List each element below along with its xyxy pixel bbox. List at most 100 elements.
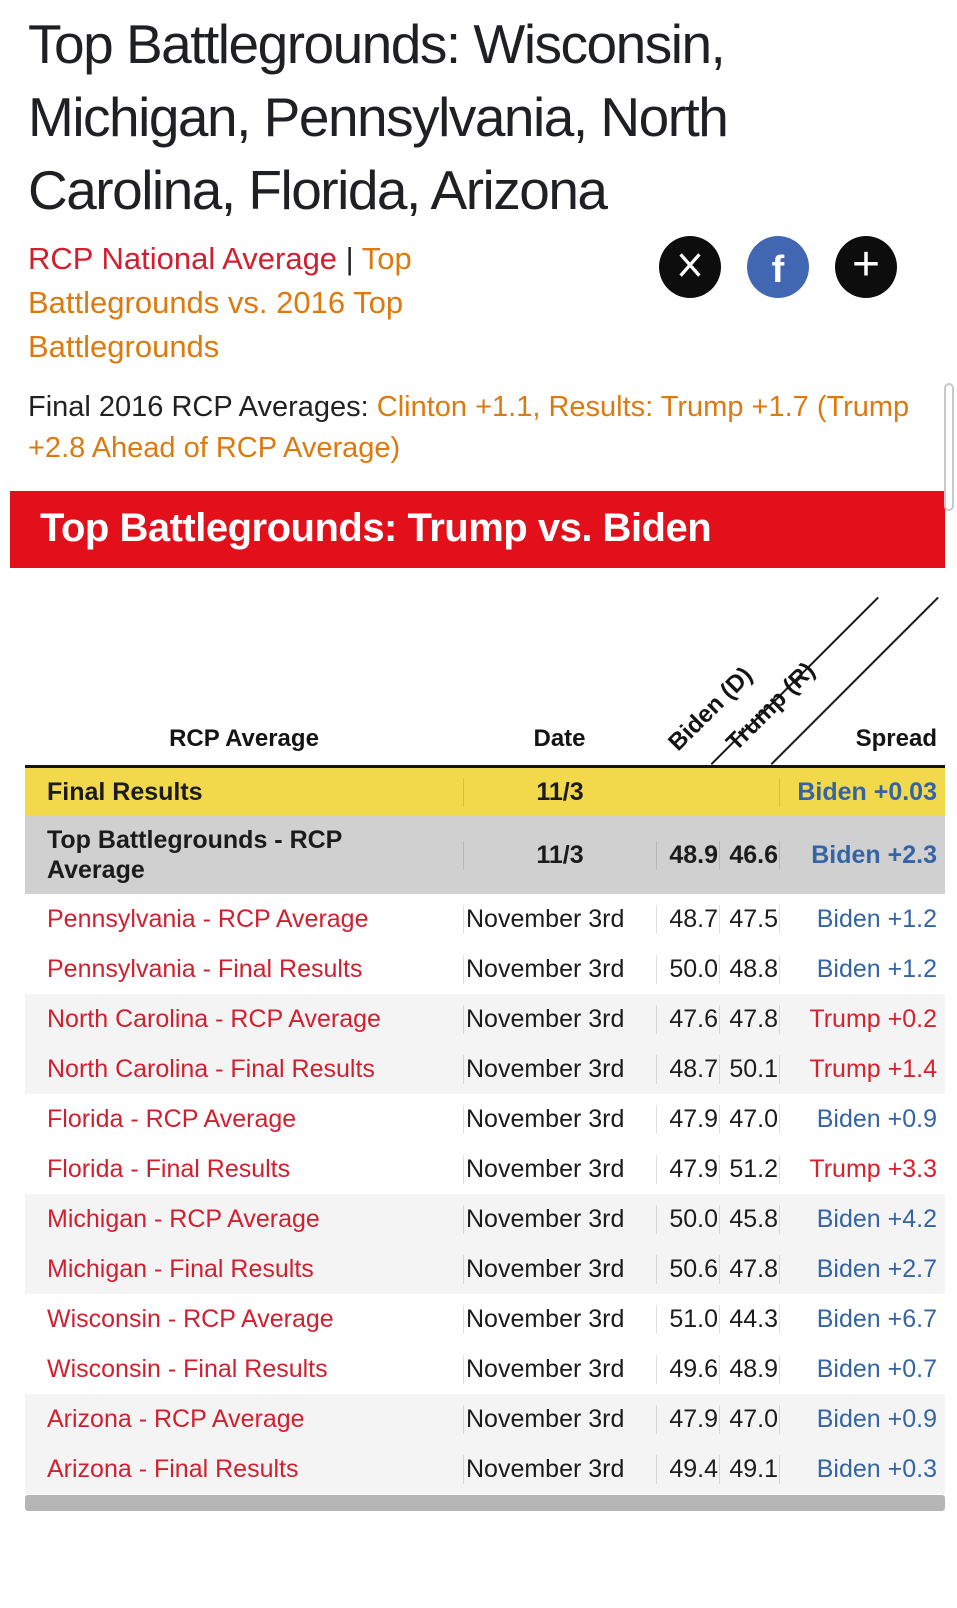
plus-icon: + [851, 238, 881, 291]
spread-value: Trump +1.4 [779, 1054, 945, 1084]
date-cell: November 3rd [463, 954, 656, 984]
trump-value: 49.1 [719, 1454, 779, 1484]
table-row: Pennsylvania - RCP Average November 3rd … [25, 894, 945, 944]
state-link[interactable]: Pennsylvania - RCP Average [47, 904, 369, 933]
biden-value: 48.7 [656, 904, 719, 934]
more-share-button[interactable]: + [835, 236, 897, 298]
x-share-button[interactable] [659, 236, 721, 298]
state-link[interactable]: North Carolina - RCP Average [47, 1004, 381, 1033]
trump-value: 45.8 [719, 1204, 779, 1234]
biden-value: 49.4 [656, 1454, 719, 1484]
column-header-rcp-average: RCP Average [169, 725, 319, 752]
state-link[interactable]: North Carolina - Final Results [47, 1054, 375, 1083]
battlegrounds-table: Biden (D) Trump (R) RCP Average Date Spr… [25, 568, 945, 1511]
spread-value: Biden +1.2 [779, 904, 945, 934]
date-cell: November 3rd [463, 1154, 656, 1184]
spread-value: Biden +0.3 [779, 1454, 945, 1484]
spread-value: Biden +6.7 [779, 1304, 945, 1334]
section-banner: Top Battlegrounds: Trump vs. Biden [10, 491, 945, 568]
table-row: Michigan - RCP Average November 3rd 50.0… [25, 1194, 945, 1244]
column-header-spread: Spread [855, 725, 937, 752]
trump-value: 50.1 [719, 1054, 779, 1084]
date-cell: 11/3 [463, 777, 656, 807]
table-row: North Carolina - RCP Average November 3r… [25, 994, 945, 1044]
date-cell: November 3rd [463, 1204, 656, 1234]
trump-value: 47.8 [719, 1004, 779, 1034]
table-row: Top Battlegrounds - RCP Average 11/3 48.… [25, 816, 945, 894]
biden-value: 47.6 [656, 1004, 719, 1034]
state-link[interactable]: Wisconsin - RCP Average [47, 1304, 334, 1333]
table-row: Arizona - RCP Average November 3rd 47.9 … [25, 1394, 945, 1444]
spread-value: Biden +0.9 [779, 1404, 945, 1434]
table-row: Michigan - Final Results November 3rd 50… [25, 1244, 945, 1294]
trump-value: 44.3 [719, 1304, 779, 1334]
date-cell: November 3rd [463, 1254, 656, 1284]
facebook-share-button[interactable]: f [747, 236, 809, 298]
state-link[interactable]: Arizona - Final Results [47, 1454, 299, 1483]
facebook-f-icon: f [771, 248, 785, 291]
summary-value: Clinton +1.1, Results: Trump +1.7 (Trump… [28, 391, 910, 464]
state-link[interactable]: Arizona - RCP Average [47, 1404, 305, 1433]
summary-row-label: Final Results [47, 777, 203, 806]
spread-value: Biden +2.7 [779, 1254, 945, 1284]
table-row: Arizona - Final Results November 3rd 49.… [25, 1444, 945, 1494]
trump-value: 46.6 [719, 840, 779, 870]
table-row: Florida - Final Results November 3rd 47.… [25, 1144, 945, 1194]
biden-value: 50.0 [656, 954, 719, 984]
biden-value: 51.0 [656, 1304, 719, 1334]
biden-value: 48.9 [656, 840, 719, 870]
date-cell: November 3rd [463, 1004, 656, 1034]
date-cell: November 3rd [463, 1304, 656, 1334]
link-separator: | [337, 241, 362, 276]
biden-value: 47.9 [656, 1404, 719, 1434]
spread-value: Biden +0.9 [779, 1104, 945, 1134]
biden-value: 50.6 [656, 1254, 719, 1284]
date-cell: November 3rd [463, 904, 656, 934]
trump-value: 47.5 [719, 904, 779, 934]
table-row: North Carolina - Final Results November … [25, 1044, 945, 1094]
biden-value: 50.0 [656, 1204, 719, 1234]
biden-value: 47.9 [656, 1154, 719, 1184]
page-title: Top Battlegrounds: Wisconsin, Michigan, … [28, 13, 729, 221]
breadcrumb-links: RCP National Average | Top Battlegrounds… [28, 237, 498, 369]
biden-value: 47.9 [656, 1104, 719, 1134]
state-link[interactable]: Michigan - RCP Average [47, 1204, 320, 1233]
summary-label: Final 2016 RCP Averages: [28, 391, 377, 423]
trump-value: 47.8 [719, 1254, 779, 1284]
state-link[interactable]: Michigan - Final Results [47, 1254, 314, 1283]
summary-row-label: Top Battlegrounds - RCP Average [47, 825, 342, 885]
link-top-battlegrounds-vs-2016[interactable]: Top Battlegrounds vs. 2016 Top Battlegro… [28, 241, 412, 364]
spread-value: Biden +0.7 [779, 1354, 945, 1384]
share-buttons: f + [659, 236, 897, 298]
spread-value: Trump +0.2 [779, 1004, 945, 1034]
table-rows: Final Results 11/3 Biden +0.03 Top Battl… [25, 765, 945, 1494]
table-header: Biden (D) Trump (R) RCP Average Date Spr… [25, 568, 945, 765]
spread-value: Trump +3.3 [779, 1154, 945, 1184]
trump-value: 48.9 [719, 1354, 779, 1384]
state-link[interactable]: Pennsylvania - Final Results [47, 954, 363, 983]
trump-value: 47.0 [719, 1404, 779, 1434]
biden-value: 49.6 [656, 1354, 719, 1384]
summary-text: Final 2016 RCP Averages: Clinton +1.1, R… [28, 387, 938, 469]
state-link[interactable]: Florida - Final Results [47, 1154, 291, 1183]
trump-value: 51.2 [719, 1154, 779, 1184]
spread-value: Biden +4.2 [779, 1204, 945, 1234]
date-cell: November 3rd [463, 1354, 656, 1384]
horizontal-scrollbar[interactable] [25, 1495, 945, 1511]
date-cell: November 3rd [463, 1404, 656, 1434]
link-rcp-national-average[interactable]: RCP National Average [28, 241, 338, 276]
page-root: { "page": { "title": "Top Battlegrounds:… [0, 8, 957, 1608]
column-header-date: Date [533, 725, 586, 752]
state-link[interactable]: Florida - RCP Average [47, 1104, 297, 1133]
table-row: Wisconsin - Final Results November 3rd 4… [25, 1344, 945, 1394]
date-cell: November 3rd [463, 1104, 656, 1134]
state-link[interactable]: Wisconsin - Final Results [47, 1354, 328, 1383]
vertical-scrollbar[interactable] [944, 383, 954, 511]
spread-value: Biden +0.03 [779, 777, 945, 807]
spread-value: Biden +1.2 [779, 954, 945, 984]
trump-value: 48.8 [719, 954, 779, 984]
date-cell: November 3rd [463, 1054, 656, 1084]
table-row: Wisconsin - RCP Average November 3rd 51.… [25, 1294, 945, 1344]
date-cell: November 3rd [463, 1454, 656, 1484]
date-cell: 11/3 [463, 840, 656, 870]
